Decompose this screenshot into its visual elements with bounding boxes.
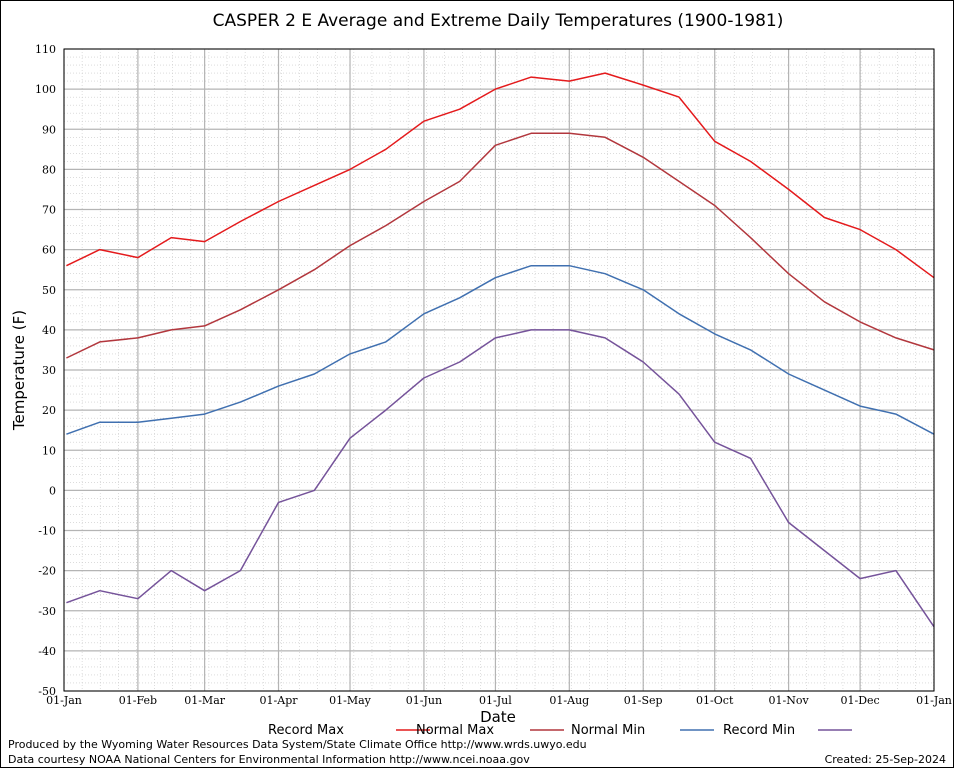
footer-produced-by: Produced by the Wyoming Water Resources … [8, 738, 587, 751]
y-tick-label: 0 [49, 484, 56, 497]
series-layer [66, 72, 935, 628]
y-axis-label: Temperature (F) [10, 310, 28, 431]
legend-label: Normal Max [416, 723, 494, 738]
plot-area-border [63, 48, 935, 692]
y-tick-label: 30 [42, 364, 56, 377]
x-tick-label: 01-Oct [696, 694, 734, 707]
chart-title: CASPER 2 E Average and Extreme Daily Tem… [213, 11, 784, 31]
y-tick-label: 80 [42, 163, 56, 176]
x-tick-label: 01-Nov [769, 694, 810, 707]
x-tick-label: 01-Jan [46, 694, 82, 707]
series-line-record-max [66, 72, 935, 279]
legend-label: Record Min [723, 723, 795, 738]
x-tick-label: 01-Dec [841, 694, 880, 707]
x-tick-label: 01-Mar [184, 694, 226, 707]
y-tick-label: 60 [42, 244, 56, 257]
legend-label: Record Max [268, 723, 344, 738]
series-line-normal-max [66, 132, 935, 359]
x-tick-label: 01-Aug [549, 694, 589, 707]
y-tick-label: 40 [42, 324, 56, 337]
y-tick-label: 100 [35, 83, 56, 96]
footer-data-courtesy: Data courtesy NOAA National Centers for … [8, 753, 530, 766]
legend-label: Normal Min [571, 723, 645, 738]
x-tick-label: 01-Jul [479, 694, 512, 707]
y-tick-label: 10 [42, 444, 56, 457]
y-tick-label: 50 [42, 284, 56, 297]
y-tick-label: 110 [35, 43, 56, 56]
x-tick-label: 01-Apr [260, 694, 299, 707]
x-tick-label: 01-Jan [916, 694, 952, 707]
series-line-normal-min [66, 264, 935, 435]
x-tick-label: 01-Jun [406, 694, 442, 707]
series-line-record-min [66, 329, 935, 628]
footer-created: Created: 25-Sep-2024 [824, 753, 946, 766]
x-tick-label: 01-May [329, 694, 372, 707]
legend: Record Max Normal Max Normal Min Record Min [268, 723, 852, 738]
y-tick-label: -40 [38, 645, 56, 658]
y-tick-label: 20 [42, 404, 56, 417]
x-tick-label: 01-Feb [119, 694, 157, 707]
x-tick-label: 01-Sep [624, 694, 663, 707]
y-tick-label: -20 [38, 565, 56, 578]
y-tick-label: -50 [38, 685, 56, 698]
y-tick-label: 70 [42, 204, 56, 217]
y-tick-label: -10 [38, 525, 56, 538]
x-axis-label: Date [480, 708, 516, 726]
y-tick-label: -30 [38, 605, 56, 618]
y-tick-label: 90 [42, 123, 56, 136]
tick-labels: -50 -40 -30 -20 -10 0 10 20 30 40 50 60 70 80 90 100 110… [35, 43, 952, 707]
